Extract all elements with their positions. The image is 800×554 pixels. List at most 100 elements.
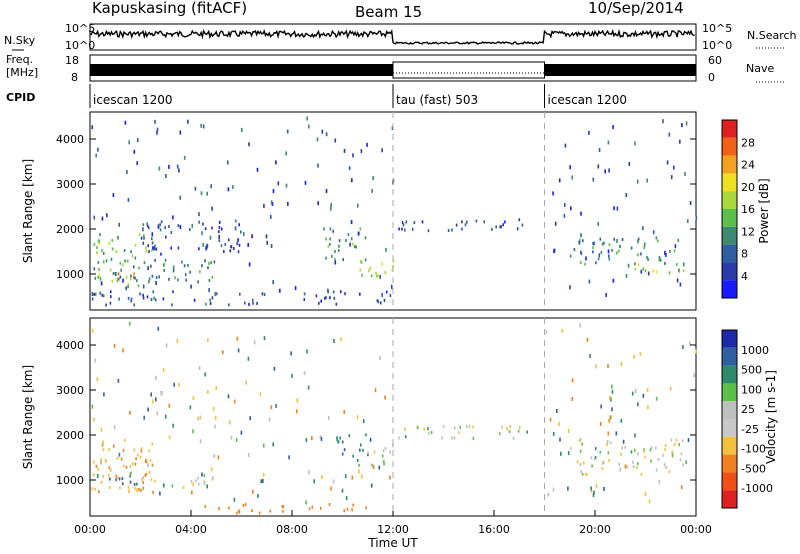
data-cell-sparse: [343, 148, 346, 153]
velocity-data-cells: [91, 321, 698, 515]
data-cell-sparse: [202, 124, 205, 129]
data-cell-sparse: [145, 459, 147, 463]
data-cell-sparse: [200, 123, 202, 128]
data-cell-sparse: [685, 121, 688, 126]
data-cell: [379, 301, 382, 305]
velocity-colorbar-label: Velocity [m s-1]: [764, 370, 778, 464]
data-cell: [148, 470, 151, 474]
data-cell-sparse: [647, 271, 650, 276]
data-cell: [517, 429, 520, 433]
data-cell: [137, 284, 140, 288]
data-cell-sparse: [356, 415, 359, 420]
data-cell: [151, 463, 154, 467]
data-cell: [99, 277, 102, 281]
data-cell-sparse: [369, 437, 372, 442]
data-cell: [454, 426, 456, 430]
data-cell-sparse: [379, 356, 381, 360]
x-tick-label: 12:00: [377, 523, 409, 536]
data-cell: [159, 228, 162, 232]
data-cell: [168, 277, 170, 281]
data-cell: [655, 236, 658, 240]
data-cell-sparse: [668, 132, 671, 137]
data-cell: [427, 229, 430, 233]
data-cell-sparse: [571, 397, 574, 401]
data-cell: [269, 509, 272, 513]
data-cell-sparse: [590, 486, 592, 491]
data-cell-sparse: [592, 493, 595, 497]
data-cell: [130, 274, 132, 278]
data-cell-sparse: [625, 273, 628, 278]
data-cell: [421, 220, 424, 224]
data-cell: [389, 294, 392, 297]
data-cell: [376, 299, 379, 303]
data-cell-sparse: [306, 116, 308, 121]
data-cell-sparse: [616, 239, 618, 243]
data-cell-sparse: [330, 206, 332, 211]
data-cell: [101, 443, 104, 447]
data-cell: [248, 302, 250, 306]
data-cell-sparse: [564, 143, 567, 148]
data-cell: [108, 241, 111, 245]
data-cell: [364, 258, 367, 262]
data-cell-sparse: [209, 235, 212, 240]
data-cell: [389, 450, 391, 454]
data-cell: [315, 294, 318, 298]
data-cell: [130, 250, 132, 254]
data-cell: [142, 241, 145, 245]
data-cell: [595, 261, 597, 265]
data-cell: [677, 238, 680, 242]
data-cell: [110, 257, 113, 261]
data-cell: [599, 237, 602, 241]
data-cell: [146, 224, 149, 228]
data-cell: [584, 262, 586, 266]
data-cell: [150, 264, 152, 268]
colorbar-swatch: [722, 401, 737, 419]
data-cell: [580, 470, 582, 473]
colorbar-swatch: [722, 262, 737, 281]
data-cell-sparse: [567, 451, 570, 456]
beam-title: Beam 15: [355, 3, 422, 21]
data-cell-sparse: [204, 372, 206, 377]
data-cell-sparse: [600, 421, 602, 426]
data-cell: [165, 235, 167, 239]
data-cell: [652, 269, 654, 273]
data-cell: [573, 248, 576, 251]
data-cell: [659, 258, 662, 262]
data-cell: [133, 303, 135, 307]
data-cell-sparse: [160, 391, 163, 396]
data-cell: [594, 447, 597, 451]
data-cell-sparse: [197, 416, 199, 421]
data-cell: [632, 465, 635, 469]
data-cell-sparse: [236, 336, 239, 341]
data-cell: [592, 241, 594, 245]
data-cell-sparse: [605, 293, 607, 297]
data-cell-sparse: [370, 483, 373, 488]
data-cell-sparse: [164, 414, 167, 419]
data-cell-sparse: [168, 403, 171, 408]
data-cell: [637, 253, 639, 257]
colorbar-tick-label: 24: [741, 159, 755, 172]
data-cell: [359, 448, 361, 452]
data-cell: [184, 273, 187, 277]
data-cell: [230, 245, 232, 249]
data-cell-sparse: [190, 284, 192, 289]
data-cell: [423, 427, 426, 431]
data-cell-sparse: [104, 458, 107, 463]
data-cell-sparse: [173, 382, 175, 387]
data-cell: [453, 436, 456, 440]
velocity-y-axis-label: Slant Range [km]: [21, 365, 35, 469]
data-cell: [580, 250, 582, 254]
data-cell-sparse: [345, 496, 348, 501]
data-cell: [353, 245, 356, 249]
data-cell: [643, 448, 645, 452]
data-cell-sparse: [91, 404, 94, 409]
data-cell: [140, 447, 143, 451]
data-cell: [472, 425, 474, 429]
data-cell-sparse: [152, 399, 154, 404]
data-cell: [608, 459, 610, 462]
data-cell-sparse: [349, 242, 351, 247]
data-cell-sparse: [642, 393, 645, 398]
data-cell-sparse: [344, 474, 347, 479]
data-cell: [582, 239, 584, 243]
